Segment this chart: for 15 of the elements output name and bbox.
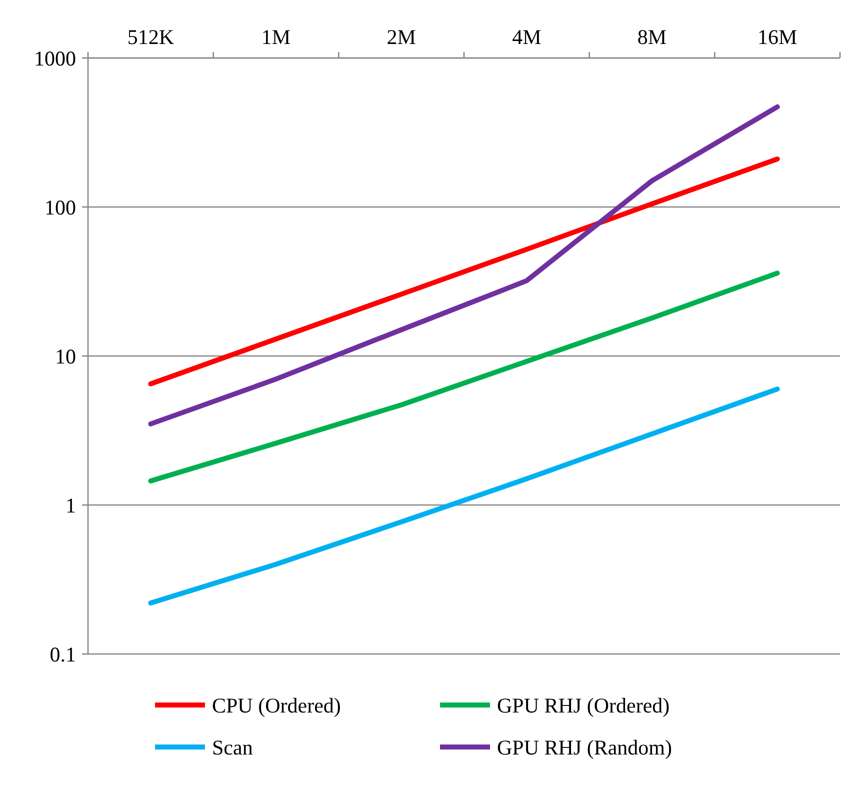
- x-tick-label: 16M: [757, 25, 798, 49]
- legend-label: Scan: [212, 735, 254, 760]
- x-tick-label: 1M: [261, 25, 291, 49]
- y-tick-label: 1000: [34, 46, 76, 70]
- x-tick-label: 2M: [386, 25, 416, 49]
- x-tick-label: 4M: [512, 25, 542, 49]
- x-tick-label: 8M: [637, 25, 667, 49]
- legend-label: CPU (Ordered): [212, 693, 341, 718]
- y-tick-label: 10: [55, 344, 76, 368]
- legend-label: GPU RHJ (Ordered): [497, 693, 670, 718]
- y-tick-label: 1: [66, 493, 76, 518]
- legend-label: GPU RHJ (Random): [497, 735, 672, 760]
- y-tick-label: 0.1: [50, 642, 76, 666]
- x-tick-label: 512K: [127, 25, 174, 49]
- y-tick-label: 100: [44, 195, 76, 220]
